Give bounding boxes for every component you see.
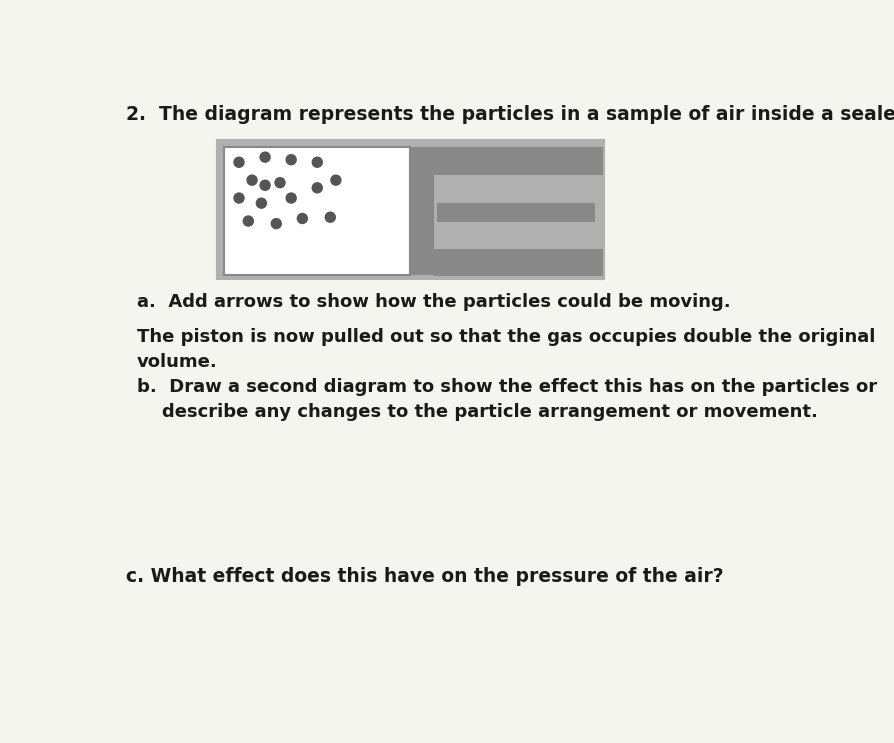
Circle shape [243, 216, 253, 226]
Bar [224, 147, 410, 275]
Bar [434, 147, 603, 175]
Circle shape [260, 181, 270, 190]
Circle shape [312, 183, 322, 193]
Circle shape [298, 213, 308, 224]
Circle shape [275, 178, 285, 188]
Circle shape [257, 198, 266, 208]
Circle shape [271, 218, 282, 229]
Text: b.  Draw a second diagram to show the effect this has on the particles or
    de: b. Draw a second diagram to show the eff… [137, 378, 877, 421]
Circle shape [260, 152, 270, 162]
Text: The piston is now pulled out so that the gas occupies double the original
volume: The piston is now pulled out so that the… [137, 328, 875, 371]
Circle shape [325, 212, 335, 222]
Bar [434, 249, 603, 276]
Circle shape [247, 175, 257, 185]
Circle shape [234, 158, 244, 167]
Text: c. What effect does this have on the pressure of the air?: c. What effect does this have on the pre… [125, 567, 723, 585]
Circle shape [331, 175, 341, 185]
Bar [410, 147, 434, 275]
Text: a.  Add arrows to show how the particles could be moving.: a. Add arrows to show how the particles … [137, 293, 730, 311]
Circle shape [234, 193, 244, 203]
Circle shape [312, 158, 322, 167]
Text: 2.  The diagram represents the particles in a sample of air inside a sealed syri: 2. The diagram represents the particles … [125, 105, 894, 123]
Circle shape [286, 155, 296, 165]
Bar [218, 140, 603, 278]
Circle shape [286, 193, 296, 203]
Bar [437, 203, 595, 222]
